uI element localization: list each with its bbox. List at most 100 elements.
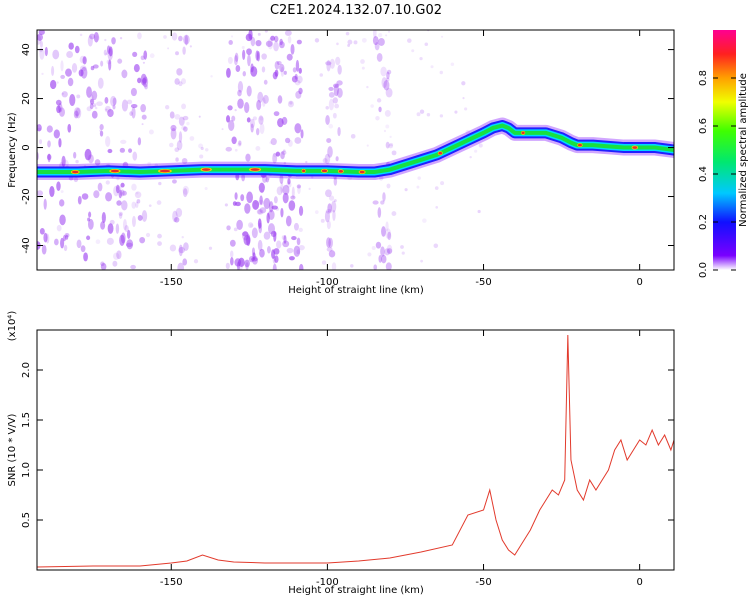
scatter-blob (183, 126, 188, 132)
scatter-blob (386, 69, 392, 75)
scatter-blob (180, 78, 186, 85)
scatter-speckle (156, 200, 162, 205)
scatter-blob (41, 244, 47, 255)
scatter-blob (91, 90, 98, 101)
scatter-blob (229, 239, 236, 247)
scatter-blob (178, 131, 183, 143)
track-hotspot (338, 170, 344, 173)
scatter-speckle (298, 227, 303, 233)
scatter-speckle (273, 152, 278, 158)
scatter-speckle (264, 30, 268, 33)
scatter-blob (293, 222, 299, 231)
scatter-blob (178, 246, 185, 254)
scatter-blob (259, 207, 267, 214)
scatter-blob (235, 65, 241, 72)
scatter-blob (113, 252, 120, 260)
scatter-blob (298, 244, 305, 251)
bottom-y-axis-label: SNR (10 * V/V) (7, 413, 18, 486)
y-tick-label: 2.0 (21, 362, 32, 378)
scatter-blob (234, 192, 238, 200)
scatter-blob (272, 256, 276, 264)
scatter-blob (175, 157, 179, 162)
scatter-speckle (282, 149, 286, 153)
scatter-speckle (109, 219, 115, 225)
scatter-blob (228, 40, 233, 45)
scatter-blob (54, 238, 59, 246)
x-tick-label: -50 (475, 277, 491, 288)
scatter-blob (174, 78, 180, 85)
scatter-blob (39, 139, 43, 145)
scatter-blob (59, 214, 66, 226)
scatter-blob (121, 190, 127, 196)
scatter-blob (182, 115, 189, 121)
scatter-blob (279, 63, 285, 73)
y-tick-label: 1.0 (21, 462, 32, 478)
scatter-blob (267, 245, 271, 254)
scatter-blob (378, 37, 385, 46)
scatter-blob (132, 215, 136, 228)
scatter-blob (233, 55, 238, 66)
scatter-blob (178, 35, 183, 42)
scatter-blob (381, 77, 388, 89)
scatter-blob (81, 193, 89, 200)
scatter-blob (246, 117, 251, 123)
scatter-blob (251, 257, 258, 262)
scatter-blob (181, 158, 188, 165)
scatter-blob (143, 50, 148, 60)
scatter-blob (103, 49, 107, 56)
scatter-speckle (441, 35, 444, 38)
track-hotspot (71, 170, 79, 174)
scatter-blob (372, 200, 379, 205)
scatter-speckle (360, 59, 365, 64)
scatter-blob (108, 59, 112, 71)
scatter-speckle (224, 203, 228, 207)
scatter-speckle (233, 227, 238, 232)
scatter-speckle (385, 124, 390, 129)
scatter-speckle (387, 30, 391, 33)
scatter-blob (130, 103, 138, 109)
scatter-blob (182, 46, 186, 55)
scatter-speckle (105, 180, 110, 185)
scatter-blob (61, 155, 66, 167)
scatter-blob (99, 130, 104, 137)
scatter-blob (225, 262, 230, 269)
scatter-blob (292, 67, 297, 73)
scatter-blob (328, 86, 334, 91)
scatter-blob (273, 196, 278, 204)
scatter-blob (288, 200, 296, 211)
scatter-speckle (117, 185, 122, 191)
scatter-blob (131, 183, 137, 191)
scatter-blob (240, 194, 245, 202)
scatter-blob (124, 225, 129, 233)
scatter-speckle (333, 199, 337, 202)
scatter-blob (290, 43, 295, 55)
x-tick-label: -100 (316, 277, 339, 288)
scatter-blob (137, 137, 142, 146)
scatter-blob (337, 126, 341, 137)
scatter-speckle (135, 191, 139, 195)
scatter-blob (69, 93, 76, 106)
scatter-speckle (104, 38, 107, 42)
scatter-blob (56, 181, 61, 192)
scatter-blob (381, 254, 387, 264)
scatter-blob (331, 200, 337, 213)
scatter-blob (244, 102, 250, 114)
scatter-speckle (411, 49, 415, 53)
scatter-speckle (391, 150, 397, 156)
scatter-speckle (79, 33, 83, 37)
scatter-blob (326, 138, 332, 143)
scatter-blob (121, 99, 129, 112)
scatter-speckle (60, 190, 64, 194)
scatter-blob (274, 60, 280, 70)
scatter-blob (80, 245, 86, 253)
scatter-speckle (353, 40, 358, 45)
scatter-speckle (260, 189, 264, 194)
scatter-blob (170, 128, 177, 140)
scatter-blob (56, 224, 62, 232)
scatter-blob (280, 207, 284, 218)
scatter-blob (87, 35, 93, 47)
scatter-blob (259, 195, 263, 205)
scatter-blob (44, 46, 48, 57)
scatter-blob (119, 234, 125, 246)
